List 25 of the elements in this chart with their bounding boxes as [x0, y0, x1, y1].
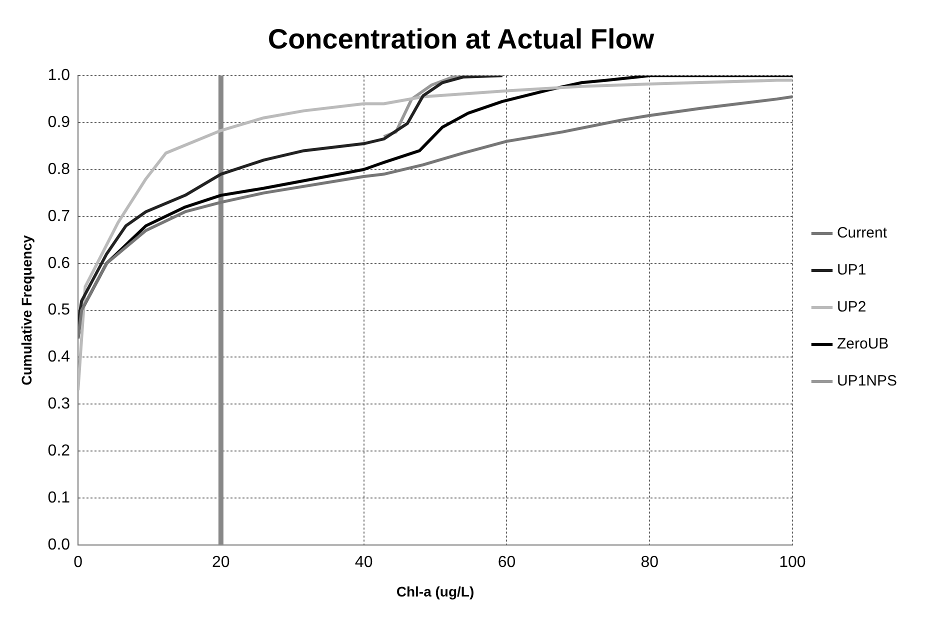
legend-label: UP1 [836, 262, 866, 279]
y-tick-label: 0.4 [48, 348, 70, 366]
y-tick-label: 0.7 [48, 208, 70, 225]
legend-label: Current [836, 224, 888, 242]
y-tick-label: 0.6 [48, 254, 70, 272]
legend-label: ZeroUB [836, 336, 889, 353]
y-tick-label: 0.3 [48, 396, 70, 413]
y-axis-title: Cumulative Frequency [18, 235, 34, 386]
y-tick-label: 0.8 [48, 160, 70, 178]
legend-label: UP2 [836, 298, 866, 316]
legend-label: UP1NPS [836, 372, 898, 390]
x-axis-title: Chl-a (ug/L) [396, 583, 474, 600]
x-tick-label: 40 [354, 554, 373, 572]
y-tick-label: 0.2 [48, 442, 70, 460]
x-tick-label: 0 [74, 554, 83, 572]
y-tick-label: 0.0 [48, 536, 70, 554]
chart-title: Concentration at Actual Flow [268, 24, 654, 55]
x-tick-label: 80 [640, 554, 659, 572]
x-tick-label: 60 [498, 554, 516, 572]
y-tick-label: 0.1 [48, 489, 70, 506]
x-tick-label: 100 [779, 554, 806, 572]
y-tick-label: 0.9 [48, 114, 70, 131]
y-tick-label: 0.5 [48, 302, 70, 319]
y-tick-label: 1.0 [48, 67, 70, 84]
x-tick-label: 20 [212, 554, 230, 572]
